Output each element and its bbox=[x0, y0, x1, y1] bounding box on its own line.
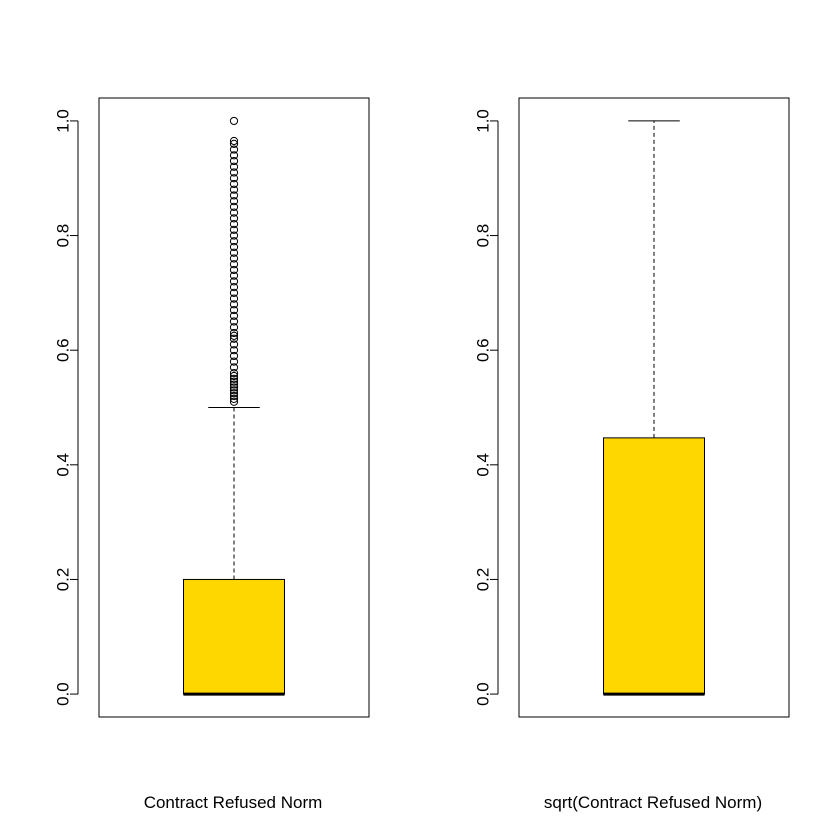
outlier-point-left bbox=[229, 139, 239, 148]
x-axis-label-left: Contract Refused Norm bbox=[144, 793, 323, 812]
outlier-point-left bbox=[229, 231, 239, 240]
y-tick-label-right: 0.4 bbox=[474, 453, 493, 477]
y-tick-label-left: 1.0 bbox=[54, 109, 73, 133]
outlier-point-left bbox=[229, 145, 239, 154]
outlier-point-left bbox=[229, 185, 239, 194]
outlier-point-left bbox=[229, 317, 239, 326]
outlier-point-left bbox=[229, 357, 239, 366]
outlier-point-left bbox=[229, 277, 239, 286]
outlier-point-left bbox=[229, 380, 239, 389]
outlier-point-left bbox=[229, 116, 239, 126]
outlier-point-left bbox=[229, 136, 239, 146]
outlier-point-left bbox=[229, 397, 239, 406]
box-left bbox=[183, 578, 285, 695]
outlier-point-left bbox=[229, 363, 239, 372]
plot-frame-left bbox=[98, 97, 370, 718]
y-tick-label-left: 0.2 bbox=[54, 568, 73, 592]
outlier-point-left bbox=[229, 294, 239, 303]
y-tick-label-right: 0.0 bbox=[474, 682, 493, 706]
outlier-point-left bbox=[229, 391, 239, 401]
outlier-point-left bbox=[229, 311, 239, 320]
outlier-point-left bbox=[229, 305, 239, 315]
outlier-point-left bbox=[229, 202, 239, 211]
y-tick-label-left: 0.0 bbox=[54, 682, 73, 706]
outlier-point-left bbox=[229, 383, 239, 392]
outlier-point-left bbox=[229, 248, 239, 257]
outlier-point-left bbox=[229, 168, 239, 177]
outlier-point-left bbox=[229, 242, 239, 252]
outlier-point-left bbox=[229, 331, 239, 340]
outlier-point-left bbox=[229, 369, 239, 378]
y-tick-label-right: 0.8 bbox=[474, 224, 493, 248]
plot-frame-right bbox=[518, 97, 790, 718]
outlier-point-left bbox=[229, 237, 239, 246]
outlier-point-left bbox=[229, 214, 239, 223]
outlier-point-left bbox=[229, 271, 239, 280]
outlier-point-left bbox=[229, 197, 239, 206]
outlier-point-left bbox=[229, 225, 239, 234]
outlier-point-left bbox=[229, 260, 239, 269]
panel-right: sqrt(Contract Refused Norm) 0.0 0.2 0.4 0.6… bbox=[474, 97, 790, 812]
outlier-point-left bbox=[229, 371, 239, 381]
outlier-point-left bbox=[229, 334, 239, 343]
outlier-point-left bbox=[229, 191, 239, 200]
outlier-point-left bbox=[229, 162, 239, 171]
outlier-point-left bbox=[229, 265, 239, 275]
y-tick-label-left: 0.8 bbox=[54, 224, 73, 248]
outlier-point-left bbox=[229, 374, 239, 383]
y-tick-label-right: 0.2 bbox=[474, 568, 493, 592]
outlier-point-left bbox=[229, 288, 239, 297]
y-tick-label-right: 0.6 bbox=[474, 338, 493, 362]
outlier-point-left bbox=[229, 219, 239, 229]
outlier-point-left bbox=[229, 394, 239, 404]
y-tick-label-left: 0.6 bbox=[54, 338, 73, 362]
outlier-point-left bbox=[229, 174, 239, 183]
outlier-point-left bbox=[229, 328, 239, 338]
outlier-point-left bbox=[229, 340, 239, 349]
outlier-point-left bbox=[229, 351, 239, 361]
outlier-point-left bbox=[229, 377, 239, 386]
y-tick-label-left: 0.4 bbox=[54, 453, 73, 477]
outlier-point-left bbox=[229, 283, 239, 292]
outlier-point-left bbox=[229, 323, 239, 332]
outlier-point-left bbox=[229, 386, 239, 395]
outlier-point-left bbox=[229, 208, 239, 217]
x-axis-label-right: sqrt(Contract Refused Norm) bbox=[544, 793, 762, 812]
outlier-point-left bbox=[229, 300, 239, 309]
outlier-point-left bbox=[229, 346, 239, 355]
y-tick-label-right: 1.0 bbox=[474, 109, 493, 133]
box-right bbox=[603, 437, 705, 695]
outlier-point-left bbox=[229, 156, 239, 166]
outlier-point-left bbox=[229, 151, 239, 160]
outlier-point-left bbox=[229, 389, 239, 398]
outlier-point-left bbox=[229, 254, 239, 263]
panel-left: Contract Refused Norm 0.0 0.2 0.4 0.6 0.8 1.0 bbox=[54, 97, 370, 812]
outlier-point-left bbox=[229, 179, 239, 189]
